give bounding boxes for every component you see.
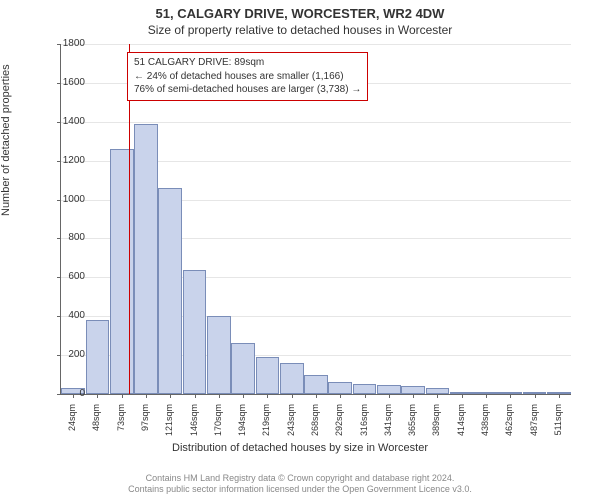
histogram-bar — [207, 316, 231, 394]
chart-container: 51, CALGARY DRIVE, WORCESTER, WR2 4DW Si… — [0, 0, 600, 500]
y-tick-label: 1800 — [45, 38, 85, 49]
histogram-bar — [134, 124, 158, 394]
y-tick-label: 1600 — [45, 77, 85, 88]
x-tick-mark — [219, 394, 220, 398]
histogram-bar — [158, 188, 182, 394]
grid-line — [61, 44, 571, 45]
x-tick-label: 97sqm — [140, 404, 150, 444]
x-tick-label: 24sqm — [67, 404, 77, 444]
x-tick-label: 146sqm — [189, 404, 199, 444]
histogram-bar — [231, 343, 255, 394]
x-tick-mark — [413, 394, 414, 398]
histogram-bar — [353, 384, 377, 394]
y-tick-label: 200 — [45, 349, 85, 360]
histogram-bar — [86, 320, 110, 394]
x-tick-label: 414sqm — [456, 404, 466, 444]
x-tick-mark — [437, 394, 438, 398]
y-tick-label: 1400 — [45, 116, 85, 127]
x-tick-mark — [486, 394, 487, 398]
x-tick-label: 48sqm — [91, 404, 101, 444]
x-tick-label: 341sqm — [383, 404, 393, 444]
x-tick-mark — [316, 394, 317, 398]
x-tick-label: 365sqm — [407, 404, 417, 444]
y-tick-label: 600 — [45, 271, 85, 282]
histogram-bar — [401, 386, 425, 394]
x-tick-mark — [510, 394, 511, 398]
x-tick-mark — [195, 394, 196, 398]
x-tick-label: 243sqm — [286, 404, 296, 444]
x-tick-label: 292sqm — [334, 404, 344, 444]
histogram-bar — [304, 375, 328, 394]
footer: Contains HM Land Registry data © Crown c… — [0, 473, 600, 496]
y-tick-label: 0 — [45, 388, 85, 399]
histogram-bar — [377, 385, 401, 394]
x-tick-label: 511sqm — [553, 404, 563, 444]
x-tick-label: 438sqm — [480, 404, 490, 444]
x-tick-label: 73sqm — [116, 404, 126, 444]
y-axis-label: Number of detached properties — [0, 64, 12, 216]
x-tick-mark — [243, 394, 244, 398]
chart-subtitle: Size of property relative to detached ho… — [0, 21, 600, 37]
annotation-line: 51 CALGARY DRIVE: 89sqm — [134, 56, 361, 70]
grid-line — [61, 122, 571, 123]
x-tick-mark — [292, 394, 293, 398]
x-tick-label: 219sqm — [261, 404, 271, 444]
x-tick-label: 268sqm — [310, 404, 320, 444]
histogram-bar — [328, 382, 352, 394]
y-tick-label: 400 — [45, 310, 85, 321]
x-tick-label: 316sqm — [359, 404, 369, 444]
x-tick-mark — [340, 394, 341, 398]
histogram-bar — [183, 270, 207, 394]
footer-line1: Contains HM Land Registry data © Crown c… — [0, 473, 600, 485]
x-tick-label: 121sqm — [164, 404, 174, 444]
x-tick-label: 389sqm — [431, 404, 441, 444]
y-tick-label: 1000 — [45, 194, 85, 205]
x-tick-label: 194sqm — [237, 404, 247, 444]
y-tick-label: 800 — [45, 232, 85, 243]
x-tick-mark — [146, 394, 147, 398]
x-tick-label: 487sqm — [529, 404, 539, 444]
x-tick-mark — [170, 394, 171, 398]
plot-area: 51 CALGARY DRIVE: 89sqm← 24% of detached… — [60, 44, 571, 395]
x-tick-mark — [97, 394, 98, 398]
annotation-line: 76% of semi-detached houses are larger (… — [134, 83, 361, 97]
x-tick-mark — [267, 394, 268, 398]
x-tick-mark — [462, 394, 463, 398]
x-tick-mark — [365, 394, 366, 398]
histogram-bar — [256, 357, 280, 394]
x-tick-label: 462sqm — [504, 404, 514, 444]
annotation-line: ← 24% of detached houses are smaller (1,… — [134, 70, 361, 84]
annotation-box: 51 CALGARY DRIVE: 89sqm← 24% of detached… — [127, 52, 368, 101]
chart-title: 51, CALGARY DRIVE, WORCESTER, WR2 4DW — [0, 0, 600, 21]
x-tick-label: 170sqm — [213, 404, 223, 444]
histogram-bar — [280, 363, 304, 394]
x-tick-mark — [389, 394, 390, 398]
x-tick-mark — [559, 394, 560, 398]
x-tick-mark — [535, 394, 536, 398]
footer-line2: Contains public sector information licen… — [0, 484, 600, 496]
y-tick-label: 1200 — [45, 155, 85, 166]
x-tick-mark — [122, 394, 123, 398]
